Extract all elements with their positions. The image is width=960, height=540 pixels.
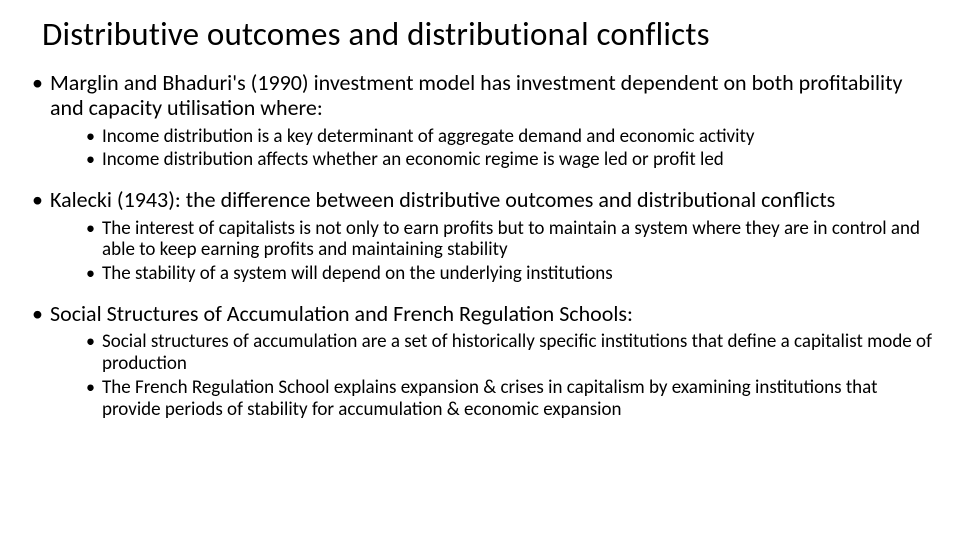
slide-title: Distributive outcomes and distributional… — [42, 14, 932, 54]
sub-bullet-text: The French Regulation School explains ex… — [102, 376, 877, 421]
bullet-text: Marglin and Bhaduri's (1990) investment … — [50, 69, 902, 121]
sub-bullet-item: The interest of capitalists is not only … — [84, 218, 932, 262]
bullet-list-level2: Income distribution is a key determinant… — [50, 126, 932, 172]
bullet-text: Kalecki (1943): the difference between d… — [50, 186, 835, 213]
bullet-item: Social Structures of Accumulation and Fr… — [28, 301, 932, 421]
sub-bullet-text: Social structures of accumulation are a … — [102, 330, 932, 375]
bullet-list-level2: Social structures of accumulation are a … — [50, 331, 932, 420]
bullet-item: Marglin and Bhaduri's (1990) investment … — [28, 70, 932, 171]
sub-bullet-text: The stability of a system will depend on… — [102, 262, 613, 285]
slide: Distributive outcomes and distributional… — [0, 0, 960, 540]
bullet-list-level1: Marglin and Bhaduri's (1990) investment … — [28, 70, 932, 421]
sub-bullet-item: The stability of a system will depend on… — [84, 263, 932, 285]
sub-bullet-text: The interest of capitalists is not only … — [102, 217, 920, 262]
bullet-list-level2: The interest of capitalists is not only … — [50, 218, 932, 286]
sub-bullet-item: The French Regulation School explains ex… — [84, 377, 932, 421]
sub-bullet-item: Income distribution is a key determinant… — [84, 126, 932, 148]
bullet-item: Kalecki (1943): the difference between d… — [28, 187, 932, 285]
bullet-text: Social Structures of Accumulation and Fr… — [50, 300, 633, 327]
sub-bullet-text: Income distribution affects whether an e… — [102, 148, 724, 171]
sub-bullet-text: Income distribution is a key determinant… — [102, 125, 754, 148]
sub-bullet-item: Social structures of accumulation are a … — [84, 331, 932, 375]
sub-bullet-item: Income distribution affects whether an e… — [84, 149, 932, 171]
